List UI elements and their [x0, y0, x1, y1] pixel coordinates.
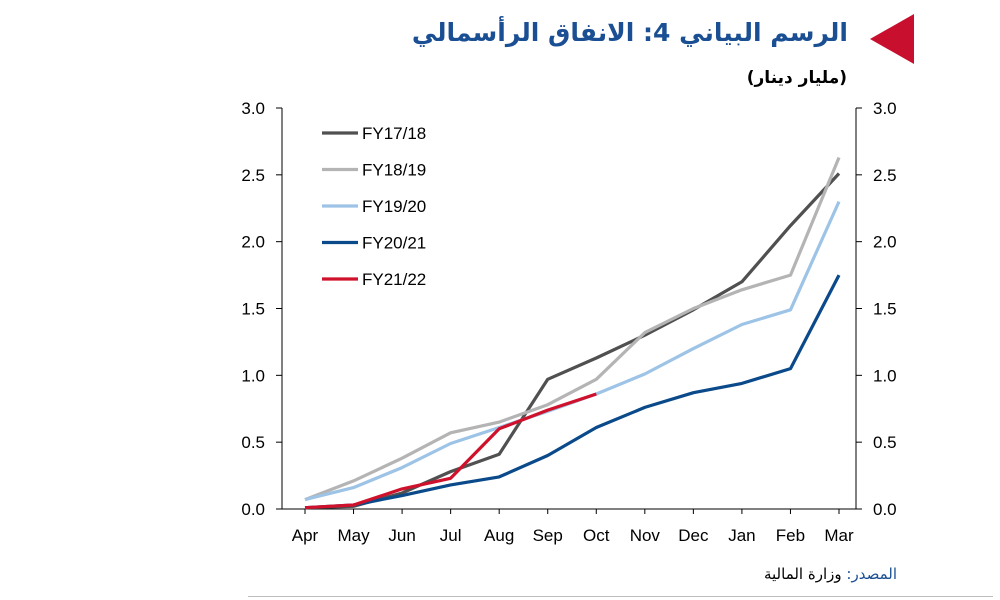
x-tick-label: Sep — [533, 526, 563, 545]
y-tick-label-left: 1.5 — [241, 300, 265, 319]
y-tick-label-right: 0.5 — [873, 433, 897, 452]
y-tick-label-left: 0.5 — [241, 433, 265, 452]
series-line — [304, 274, 841, 510]
x-tick-label: Jul — [440, 526, 462, 545]
x-tick-label: Aug — [484, 526, 514, 545]
y-tick-label-left: 0.0 — [241, 500, 265, 519]
y-tick-label-right: 3.0 — [873, 99, 897, 118]
series-line — [304, 156, 841, 502]
y-tick-label-left: 1.0 — [241, 366, 265, 385]
red-triangle-marker — [870, 14, 914, 64]
series-line — [304, 392, 597, 510]
x-tick-label: Feb — [776, 526, 805, 545]
legend-label: FY18/19 — [362, 161, 426, 180]
y-tick-label-left: 3.0 — [241, 99, 265, 118]
chart-title: الرسم البياني 4: الانفاق الرأسمالي — [411, 18, 848, 47]
bottom-divider — [248, 596, 993, 597]
x-tick-label: Jun — [388, 526, 415, 545]
y-tick-label-right: 0.0 — [873, 500, 897, 519]
y-tick-label-right: 2.0 — [873, 233, 897, 252]
y-tick-label-left: 2.0 — [241, 233, 265, 252]
x-tick-label: Oct — [583, 526, 610, 545]
legend-label: FY19/20 — [362, 197, 426, 216]
x-tick-label: Apr — [292, 526, 319, 545]
x-tick-label: Nov — [630, 526, 661, 545]
source-note: المصدر: وزارة المالية — [764, 565, 897, 583]
y-tick-label-right: 1.0 — [873, 366, 897, 385]
source-label: المصدر: — [846, 565, 897, 583]
y-tick-label-right: 2.5 — [873, 166, 897, 185]
x-tick-label: Mar — [824, 526, 854, 545]
legend-label: FY20/21 — [362, 234, 426, 253]
unit-label: (مليار دينار) — [746, 68, 847, 88]
series-line — [304, 172, 841, 510]
x-tick-label: Dec — [678, 526, 709, 545]
legend-label: FY17/18 — [362, 124, 426, 143]
x-tick-label: Jan — [728, 526, 755, 545]
source-text: وزارة المالية — [763, 565, 847, 583]
legend-label: FY21/22 — [362, 270, 426, 289]
y-tick-label-left: 2.5 — [241, 166, 265, 185]
y-tick-label-right: 1.5 — [873, 300, 897, 319]
x-tick-label: May — [337, 526, 370, 545]
